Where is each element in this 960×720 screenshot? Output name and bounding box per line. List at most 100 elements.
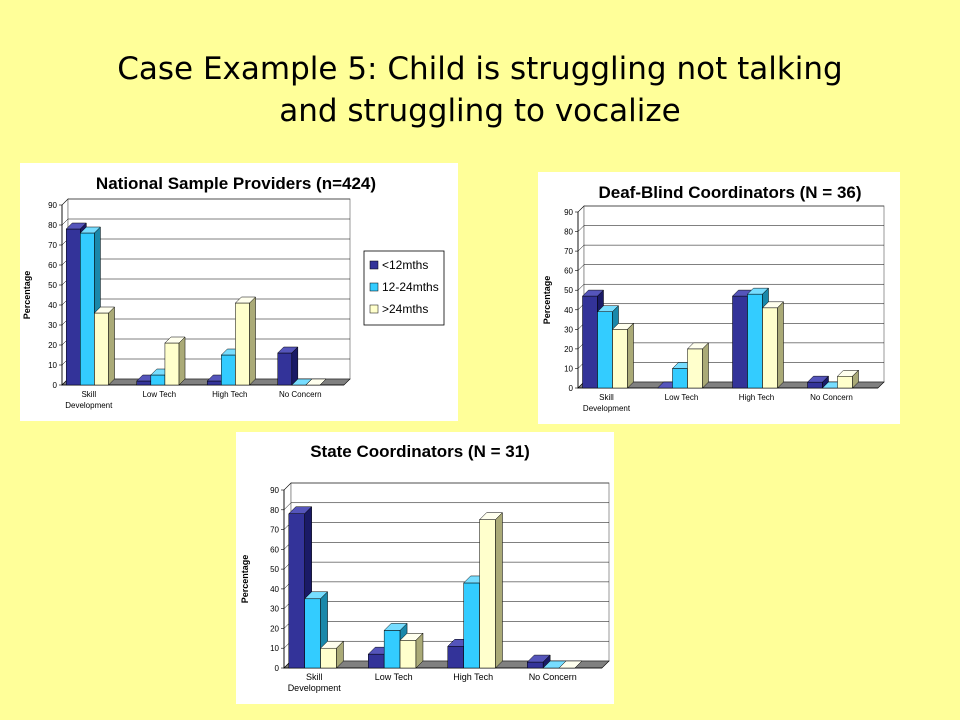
deaf-blind-coordinators-n-36-y-tick-label: 20 (564, 345, 573, 354)
deaf-blind-coordinators-n-36-y-axis-label: Percentage (542, 276, 552, 325)
national-sample-providers-n-424-title: National Sample Providers (n=424) (96, 174, 376, 193)
deaf-blind-coordinators-n-36-bar-no-concern-24mths (837, 376, 853, 389)
deaf-blind-coordinators-n-36-y-tick-label: 80 (564, 228, 573, 237)
chart-deaf-blind-coordinators-svg: Deaf-Blind Coordinators (N = 36) 0 10 20 30 4… (542, 183, 885, 413)
deaf-blind-coordinators-n-36-bar-high-tech-24mths-side (777, 301, 784, 389)
deaf-blind-coordinators-n-36-y-tick-label: 70 (564, 247, 573, 256)
deaf-blind-coordinators-n-36-y-tick-label: 50 (564, 286, 573, 295)
deaf-blind-coordinators-n-36-y-tick-label: 90 (564, 208, 573, 217)
national-sample-providers-n-424-back-wall (67, 198, 351, 380)
state-coordinators-n-31-bar-high-tech-12mths (447, 645, 464, 669)
chart-state-coordinators: State Coordinators (N = 31) 0 10 20 30 40 50 60… (236, 432, 614, 704)
national-sample-providers-n-424-y-tick-label: 90 (48, 201, 57, 210)
national-sample-providers-n-424-bar-no-concern-12mths (277, 352, 293, 386)
national-sample-providers-n-424-bar-low-tech-24mths (164, 342, 180, 386)
state-coordinators-n-31-y-tick-label: 90 (270, 486, 279, 495)
state-coordinators-n-31-y-tick-label: 0 (275, 664, 280, 673)
national-sample-providers-n-424-y-tick-label: 60 (48, 261, 57, 270)
national-sample-providers-n-424-bar-high-tech-12mths (206, 380, 222, 386)
deaf-blind-coordinators-n-36-y-tick-label: 60 (564, 267, 573, 276)
national-sample-providers-n-424-bar-high-tech-12-24mths (221, 354, 236, 386)
national-sample-providers-n-424-legend-label-1: 12-24mths (382, 280, 439, 294)
state-coordinators-n-31-bar-skill-development-24mths-side (336, 640, 344, 669)
state-coordinators-n-31-y-tick-label: 80 (270, 506, 279, 515)
national-sample-providers-n-424-y-tick-label: 70 (48, 241, 57, 250)
national-sample-providers-n-424-y-tick-label: 80 (48, 221, 57, 230)
national-sample-providers-n-424-x-tick-label: No Concern (279, 390, 322, 399)
national-sample-providers-n-424-y-axis-label: Percentage (22, 271, 32, 320)
state-coordinators-n-31-title: State Coordinators (N = 31) (310, 442, 530, 461)
deaf-blind-coordinators-n-36-gridline (577, 283, 884, 291)
national-sample-providers-n-424-bar-no-concern-12mths-side (291, 346, 299, 386)
national-sample-providers-n-424-gridline (61, 198, 350, 206)
deaf-blind-coordinators-n-36-bar-skill-development-12mths (582, 295, 598, 389)
state-coordinators-n-31-y-tick-label: 20 (270, 624, 279, 633)
state-coordinators-n-31-bar-high-tech-24mths-side (495, 512, 503, 669)
deaf-blind-coordinators-n-36-gridline (577, 264, 884, 271)
state-coordinators-n-31-bar-no-concern-12mths (527, 661, 544, 669)
state-coordinators-n-31-gridline (283, 482, 609, 491)
state-coordinators-n-31-bar-high-tech-12-24mths (463, 582, 480, 669)
deaf-blind-coordinators-n-36-y-tick-label: 30 (564, 325, 573, 334)
chart-national-sample-providers-svg: National Sample Providers (n=424) 0 10 20 30… (22, 174, 445, 410)
state-coordinators-n-31-bar-skill-development-24mths (320, 647, 337, 669)
state-coordinators-n-31-bar-skill-development-12-24mths (304, 598, 321, 669)
deaf-blind-coordinators-n-36-bar-high-tech-12mths (732, 295, 748, 389)
national-sample-providers-n-424-gridline (61, 218, 350, 226)
deaf-blind-coordinators-n-36-x-tick-label: Low Tech (665, 393, 699, 402)
deaf-blind-coordinators-n-36-bar-no-concern-24mths-side (852, 369, 859, 389)
national-sample-providers-n-424-bar-low-tech-12mths (136, 380, 152, 386)
state-coordinators-n-31-y-tick-label: 60 (270, 545, 279, 554)
deaf-blind-coordinators-n-36-bar-high-tech-24mths (762, 307, 778, 389)
state-coordinators-n-31-y-axis-label: Percentage (240, 555, 250, 604)
national-sample-providers-n-424-bar-skill-development-12mths (65, 228, 81, 386)
deaf-blind-coordinators-n-36-x-tick-label: Development (583, 404, 631, 413)
deaf-blind-coordinators-n-36-bar-skill-development-24mths-side (627, 322, 634, 389)
state-coordinators-n-31-y-tick-label: 10 (270, 644, 279, 653)
national-sample-providers-n-424-bar-skill-development-24mths (94, 312, 109, 386)
state-coordinators-n-31-y-tick-label: 40 (270, 585, 279, 594)
deaf-blind-coordinators-n-36-bar-low-tech-24mths (687, 348, 703, 389)
state-coordinators-n-31-bar-low-tech-12-24mths (383, 630, 401, 669)
national-sample-providers-n-424-legend-swatch-0 (369, 260, 379, 270)
deaf-blind-coordinators-n-36-bar-skill-development-24mths (612, 329, 628, 389)
deaf-blind-coordinators-n-36-bar-no-concern-12mths (807, 381, 823, 389)
state-coordinators-n-31-bar-low-tech-24mths-side (415, 632, 424, 669)
state-coordinators-n-31-y-tick-label: 70 (270, 526, 279, 535)
deaf-blind-coordinators-n-36-x-tick-label: No Concern (810, 393, 853, 402)
national-sample-providers-n-424-x-tick-label: Low Tech (142, 390, 176, 399)
state-coordinators-n-31-x-tick-label: Low Tech (375, 672, 413, 682)
state-coordinators-n-31-back-wall (290, 482, 610, 662)
chart-deaf-blind-coordinators: Deaf-Blind Coordinators (N = 36) 0 10 20 30 4… (538, 172, 900, 424)
state-coordinators-n-31-x-tick-label: High Tech (453, 672, 493, 682)
state-coordinators-n-31-bar-high-tech-24mths (479, 519, 496, 669)
state-coordinators-n-31-y-tick-label: 30 (270, 605, 279, 614)
national-sample-providers-n-424-legend-label-2: >24mths (382, 302, 428, 316)
national-sample-providers-n-424-y-tick-label: 50 (48, 281, 57, 290)
state-coordinators-n-31-bar-low-tech-24mths (399, 640, 417, 669)
deaf-blind-coordinators-n-36-x-tick-label: High Tech (739, 393, 774, 402)
deaf-blind-coordinators-n-36-y-tick-label: 0 (569, 384, 574, 393)
deaf-blind-coordinators-n-36-gridline (577, 225, 884, 232)
national-sample-providers-n-424-x-tick-label: High Tech (212, 390, 247, 399)
deaf-blind-coordinators-n-36-y-tick-label: 10 (564, 364, 573, 373)
state-coordinators-n-31-bar-low-tech-12mths (368, 653, 385, 669)
national-sample-providers-n-424-bar-high-tech-24mths (235, 302, 250, 386)
national-sample-providers-n-424-bar-skill-development-12-24mths (80, 232, 95, 386)
national-sample-providers-n-424-bar-high-tech-24mths-side (249, 296, 256, 386)
national-sample-providers-n-424-legend-label-0: <12mths (382, 258, 428, 272)
deaf-blind-coordinators-n-36-gridline (577, 205, 884, 213)
national-sample-providers-n-424-x-tick-label: Skill (81, 390, 96, 399)
state-coordinators-n-31-y-tick-label: 50 (270, 565, 279, 574)
deaf-blind-coordinators-n-36-bar-low-tech-12-24mths (672, 368, 688, 389)
national-sample-providers-n-424-bar-no-concern-24mths-side (319, 378, 327, 386)
deaf-blind-coordinators-n-36-bar-skill-development-12-24mths (597, 311, 613, 389)
national-sample-providers-n-424-bar-low-tech-12-24mths (150, 374, 166, 386)
deaf-blind-coordinators-n-36-bar-low-tech-24mths-side (702, 342, 709, 389)
national-sample-providers-n-424-y-tick-label: 40 (48, 301, 57, 310)
chart-state-coordinators-svg: State Coordinators (N = 31) 0 10 20 30 40 50 60… (240, 442, 610, 693)
state-coordinators-n-31-x-tick-label: Skill (306, 672, 323, 682)
national-sample-providers-n-424-y-tick-label: 0 (53, 381, 58, 390)
state-coordinators-n-31-x-tick-label: Development (288, 683, 342, 693)
state-coordinators-n-31-gridline (283, 502, 609, 510)
